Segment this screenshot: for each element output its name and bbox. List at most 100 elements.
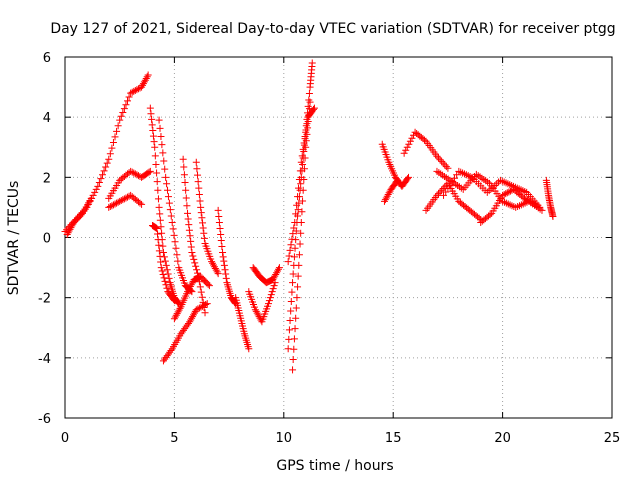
data-point-interp xyxy=(404,175,412,183)
data-point-interp xyxy=(442,163,450,171)
data-point-interp xyxy=(114,122,122,130)
data-point xyxy=(184,209,192,217)
data-point-interp xyxy=(109,139,117,147)
data-point-interp xyxy=(196,283,204,291)
data-point-interp xyxy=(197,209,205,217)
data-point-interp xyxy=(169,225,177,233)
data-point-interp xyxy=(133,86,141,94)
data-point-interp xyxy=(133,171,141,179)
data-point-interp xyxy=(200,234,208,242)
grid xyxy=(65,57,612,418)
data-point-interp xyxy=(288,288,296,296)
data-point xyxy=(105,155,113,163)
data-point xyxy=(284,258,292,266)
data-point-interp xyxy=(122,101,130,109)
series-arc-20-21 xyxy=(477,185,539,226)
data-point-interp xyxy=(134,85,142,93)
x-tick-label: 20 xyxy=(494,431,511,446)
data-point-interp xyxy=(154,186,162,194)
data-point-interp xyxy=(169,295,177,303)
data-point-interp xyxy=(131,87,139,95)
data-point-interp xyxy=(290,345,298,353)
series-arc-9-10 xyxy=(249,264,283,287)
data-point-interp xyxy=(124,97,132,105)
data-points xyxy=(61,59,557,374)
data-point-interp xyxy=(159,242,167,250)
data-point-interp xyxy=(216,224,224,232)
data-point-interp xyxy=(527,198,535,206)
data-point-interp xyxy=(173,251,181,259)
data-point xyxy=(159,249,167,257)
y-tick-label: -6 xyxy=(38,412,51,427)
data-point-interp xyxy=(266,294,274,302)
data-point-interp xyxy=(441,161,449,169)
data-point-interp xyxy=(403,143,411,151)
data-point-interp xyxy=(187,243,195,251)
data-point-interp xyxy=(164,193,172,201)
data-point-interp xyxy=(172,244,180,252)
series-arc-8-9 xyxy=(245,279,279,326)
y-tick-label: 2 xyxy=(43,171,51,186)
data-point-interp xyxy=(215,218,223,226)
data-point-interp xyxy=(170,231,178,239)
data-point-interp xyxy=(204,280,212,288)
x-tick-labels: 0 5 10 15 20 25 xyxy=(61,431,620,446)
data-point-interp xyxy=(181,178,189,186)
data-point xyxy=(444,164,452,172)
data-point-interp xyxy=(420,136,428,144)
data-point-interp xyxy=(289,230,297,238)
data-point-interp xyxy=(295,175,303,183)
data-point-interp xyxy=(162,281,170,289)
series-arc-16-17 xyxy=(400,128,452,172)
data-point-interp xyxy=(199,219,207,227)
data-point-interp xyxy=(299,197,307,205)
data-point xyxy=(289,279,297,287)
data-point-interp xyxy=(198,293,206,301)
data-point-interp xyxy=(151,152,159,160)
data-point-interp xyxy=(502,190,510,198)
data-point-interp xyxy=(287,298,295,306)
data-point-interp xyxy=(298,152,306,160)
data-point-interp xyxy=(149,132,157,140)
data-point-interp xyxy=(441,183,449,191)
data-point-interp xyxy=(220,261,228,269)
series-arc-4-5 xyxy=(146,104,183,308)
data-point-interp xyxy=(156,252,164,260)
data-point-interp xyxy=(150,138,158,146)
y-tick-label: 6 xyxy=(43,51,51,66)
data-point-interp xyxy=(295,261,303,269)
data-point-interp xyxy=(203,279,211,287)
data-point-interp xyxy=(475,214,483,222)
data-point-interp xyxy=(287,307,295,315)
data-point-interp xyxy=(384,156,392,164)
data-point-interp xyxy=(486,211,494,219)
data-point-interp xyxy=(156,210,164,218)
data-point-interp xyxy=(403,176,411,184)
data-point-interp xyxy=(184,215,192,223)
data-point-interp xyxy=(392,179,400,187)
data-point-interp xyxy=(301,133,309,141)
data-point-interp xyxy=(91,188,99,196)
data-point-interp xyxy=(187,237,195,245)
data-point-interp xyxy=(134,198,142,206)
data-point xyxy=(162,173,170,181)
data-point-interp xyxy=(185,226,193,234)
data-point-interp xyxy=(119,196,127,204)
data-point-interp xyxy=(294,206,302,214)
data-point-interp xyxy=(176,304,184,312)
data-point-interp xyxy=(269,285,277,293)
data-point xyxy=(201,309,209,317)
data-point-interp xyxy=(292,304,300,312)
data-point-interp xyxy=(163,266,171,274)
data-point-interp xyxy=(143,73,151,81)
data-point-interp xyxy=(103,159,111,167)
data-point-interp xyxy=(193,266,201,274)
data-point-interp xyxy=(453,195,461,203)
data-point-interp xyxy=(86,197,94,205)
data-point-interp xyxy=(131,170,139,178)
y-tick-label: 0 xyxy=(43,232,51,247)
data-point-interp xyxy=(128,88,136,96)
series-arc-7 xyxy=(214,206,240,308)
x-axis-label: GPS time / hours xyxy=(276,458,393,474)
